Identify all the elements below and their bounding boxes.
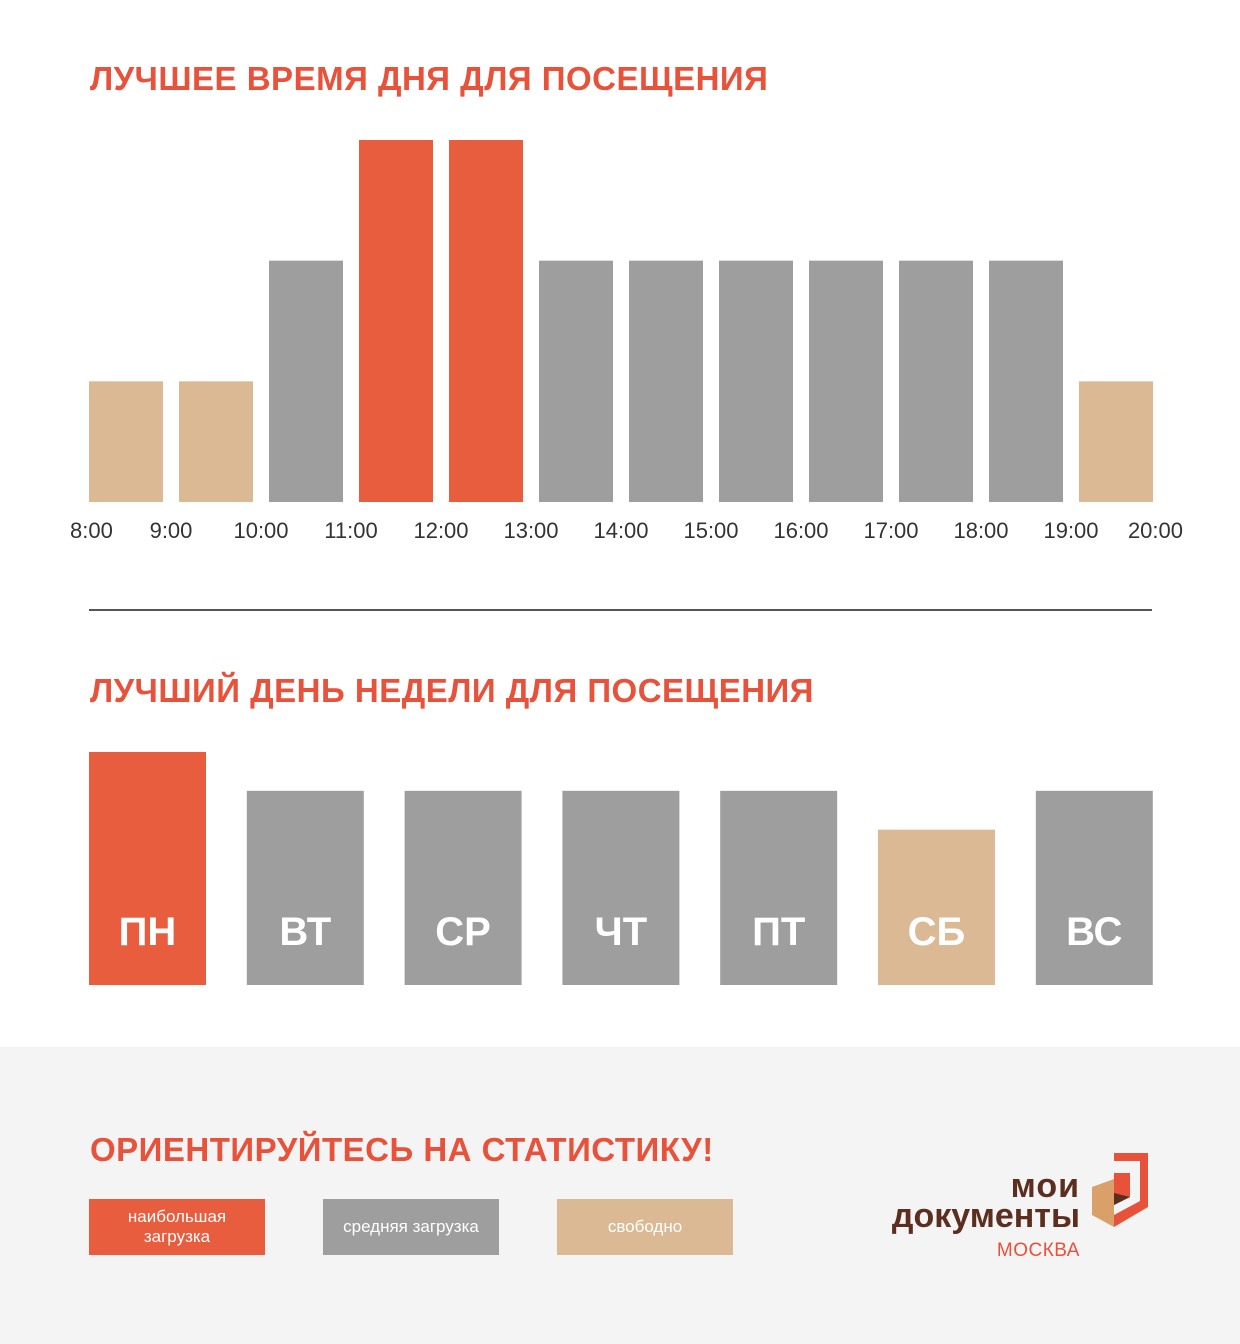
moi-dokumenty-logo: мои документы МОСКВА [870,1149,1160,1269]
day-bar-6 [1035,790,1153,985]
day-bar-label: ПН [119,910,177,954]
hours-chart: 8:00 9:00 10:00 11:00 12:00 13:00 14:00 15:00 16… [70,140,1183,543]
hour-bar-2 [269,260,343,502]
hour-tick-label: 16:00 [773,518,828,543]
hour-tick-label: 17:00 [863,518,918,543]
hour-bar-6 [629,260,703,502]
day-bar-label: СБ [908,910,966,954]
day-bar-label: ВТ [279,910,331,954]
hour-tick-label: 15:00 [683,518,738,543]
logo-text-city: МОСКВА [996,1240,1080,1261]
logo-icon-top-fold [1114,1153,1148,1161]
day-bar-0 [89,752,206,985]
legend-busiest: наибольшая загрузка [89,1199,265,1255]
hour-bar-8 [809,260,883,502]
day-bar-3 [562,790,680,985]
legend-free: свободно [557,1199,733,1255]
logo-text-moi: мои [1010,1167,1080,1205]
logo-icon-right-body [1114,1153,1148,1227]
footer-panel: ОРИЕНТИРУЙТЕСЬ НА СТАТИСТИКУ! наибольшая… [0,1047,1240,1344]
hour-tick-label: 12:00 [413,518,468,543]
hour-bar-10 [989,260,1063,502]
day-bar-1 [246,790,364,985]
hour-tick-label: 13:00 [503,518,558,543]
hour-tick-label: 11:00 [324,518,377,543]
hour-bar-5 [539,260,613,502]
day-bar-label: СР [435,910,491,954]
day-bar-4 [720,790,838,985]
section-divider [89,609,1152,611]
legend-free-label: свободно [607,1217,683,1236]
days-chart-title: ЛУЧШИЙ ДЕНЬ НЕДЕЛИ ДЛЯ ПОСЕЩЕНИЯ [90,672,814,709]
hour-bar-1 [179,381,253,502]
logo-icon-shadow [1114,1193,1130,1205]
days-chart: ПН ВТ СР ЧТ ПТ СБ ВС [89,752,1153,985]
footer-title: ОРИЕНТИРУЙТЕСЬ НА СТАТИСТИКУ! [90,1131,714,1168]
logo-icon-left-fold [1092,1179,1114,1227]
hour-bar-7 [719,260,793,502]
hour-bar-9 [899,260,973,502]
hour-tick-label: 10:00 [233,518,288,543]
legend-average: средняя загрузка [323,1199,499,1255]
hours-chart-title: ЛУЧШЕЕ ВРЕМЯ ДНЯ ДЛЯ ПОСЕЩЕНИЯ [90,60,769,97]
hour-bar-11 [1079,381,1153,502]
day-bar-label: ЧТ [595,910,648,954]
day-bar-5 [878,829,995,985]
day-bar-2 [404,790,522,985]
legend-busiest-label: наибольшая загрузка [127,1207,227,1246]
hour-tick-label: 9:00 [150,518,193,543]
hour-bar-4 [449,140,523,502]
hour-tick-label: 8:00 [70,518,113,543]
hour-tick-label: 14:00 [593,518,648,543]
hour-tick-label: 18:00 [953,518,1008,543]
moi-dokumenty-logo-icon [1092,1153,1148,1227]
day-bar-label: ВС [1066,910,1122,954]
legend-average-label: средняя загрузка [343,1217,479,1236]
hour-bar-0 [89,381,163,502]
hour-tick-label: 19:00 [1043,518,1098,543]
logo-text-dokumenty: документы [891,1197,1080,1235]
hour-tick-label: 20:00 [1128,518,1183,543]
day-bar-label: ПТ [752,910,805,954]
hour-bar-3 [359,140,433,502]
